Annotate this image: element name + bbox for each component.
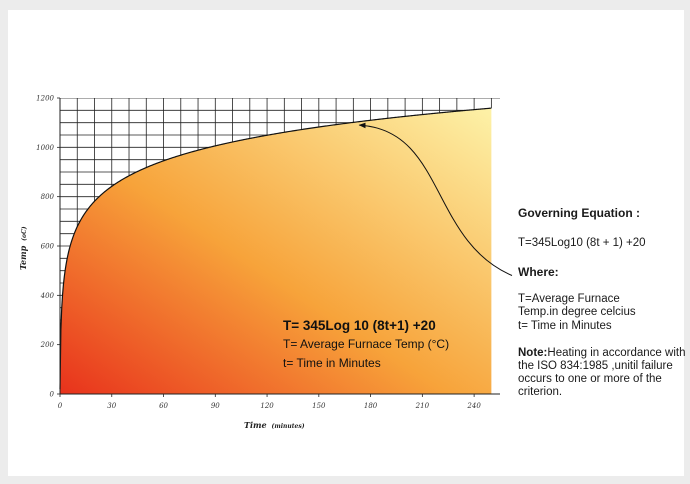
x-axis-unit: (minutes) — [272, 423, 305, 430]
x-tick-label: 240 — [466, 402, 481, 410]
y-tick-label: 0 — [50, 391, 55, 399]
x-tick-label: 120 — [260, 402, 274, 410]
note-label: Note: — [518, 347, 548, 359]
where-title: Where: — [518, 265, 559, 279]
x-axis-label-text: Time — [244, 420, 267, 430]
note: Note:Heating in accordance with the ISO … — [518, 347, 686, 399]
governing-equation-title: Governing Equation : — [518, 206, 640, 220]
y-axis-label-text: Temp — [18, 245, 28, 270]
x-tick-label: 90 — [211, 402, 220, 410]
y-tick-label: 200 — [40, 341, 55, 349]
x-tick-label: 150 — [312, 402, 326, 410]
x-tick-label: 210 — [415, 402, 430, 410]
y-tick-label: 400 — [40, 292, 55, 300]
y-axis-label: Temp (oC) — [18, 226, 28, 270]
where-line-2: Temp.in degree celcius — [518, 306, 636, 318]
y-tick-label: 1200 — [36, 95, 54, 103]
annotation-arrow — [358, 122, 513, 276]
y-tick-label: 1000 — [36, 144, 54, 152]
y-tick-label: 800 — [41, 193, 55, 201]
note-text: Heating in accordance with the ISO 834:1… — [518, 347, 686, 398]
governing-equation: T=345Log10 (8t + 1) +20 — [518, 237, 646, 249]
equation-definition-time: t= Time in Minutes — [283, 356, 381, 370]
equation-main: T= 345Log 10 (8t+1) +20 — [283, 318, 436, 333]
temperature-curve — [59, 107, 492, 390]
temperature-area — [60, 108, 492, 394]
x-tick-label: 0 — [58, 402, 63, 410]
equation-definition-temp: T= Average Furnace Temp (°C) — [283, 337, 450, 351]
y-tick-label: 600 — [41, 243, 55, 251]
x-tick-label: 180 — [364, 402, 378, 410]
x-axis-label: Time (minutes) — [244, 420, 305, 430]
where-line-3: t= Time in Minutes — [518, 320, 612, 332]
where-line-1: T=Average Furnace — [518, 293, 620, 305]
y-axis-ticks: 0 200 400 600 800 1000 1200 — [36, 95, 60, 399]
x-tick-label: 60 — [159, 402, 168, 410]
x-tick-label: 30 — [107, 402, 116, 410]
y-axis-unit: (oC) — [21, 226, 28, 241]
x-axis-ticks: 0 30 60 90 120 150 180 210 240 — [58, 394, 481, 410]
